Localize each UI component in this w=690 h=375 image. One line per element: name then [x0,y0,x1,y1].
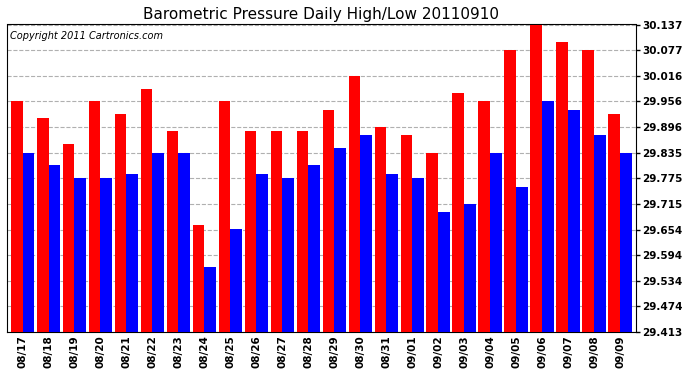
Bar [282,178,294,332]
Bar [582,50,594,332]
Bar [256,174,268,332]
Bar [101,178,112,332]
Bar [167,131,179,332]
Bar [334,148,346,332]
Bar [75,178,86,332]
Bar [594,135,606,332]
Bar [141,89,152,332]
Bar [297,131,308,332]
Bar [323,110,334,332]
Bar [48,165,60,332]
Bar [270,131,282,332]
Bar [230,229,242,332]
Bar [453,93,464,332]
Bar [348,76,360,332]
Bar [308,165,320,332]
Bar [504,50,516,332]
Bar [412,178,424,332]
Bar [152,153,164,332]
Bar [360,135,372,332]
Bar [542,102,554,332]
Bar [531,24,542,332]
Bar [23,153,34,332]
Bar [516,186,528,332]
Title: Barometric Pressure Daily High/Low 20110910: Barometric Pressure Daily High/Low 20110… [144,7,500,22]
Bar [478,102,490,332]
Bar [620,153,632,332]
Bar [245,131,256,332]
Bar [386,174,398,332]
Bar [556,42,568,332]
Bar [179,153,190,332]
Bar [609,114,620,332]
Bar [375,127,386,332]
Bar [426,153,438,332]
Bar [438,212,450,332]
Bar [490,153,502,332]
Text: Copyright 2011 Cartronics.com: Copyright 2011 Cartronics.com [10,31,163,40]
Bar [63,144,75,332]
Bar [464,204,476,332]
Bar [193,225,204,332]
Bar [89,102,101,332]
Bar [219,102,230,332]
Bar [400,135,412,332]
Bar [126,174,138,332]
Bar [11,102,23,332]
Bar [115,114,126,332]
Bar [37,118,48,332]
Bar [204,267,216,332]
Bar [568,110,580,332]
